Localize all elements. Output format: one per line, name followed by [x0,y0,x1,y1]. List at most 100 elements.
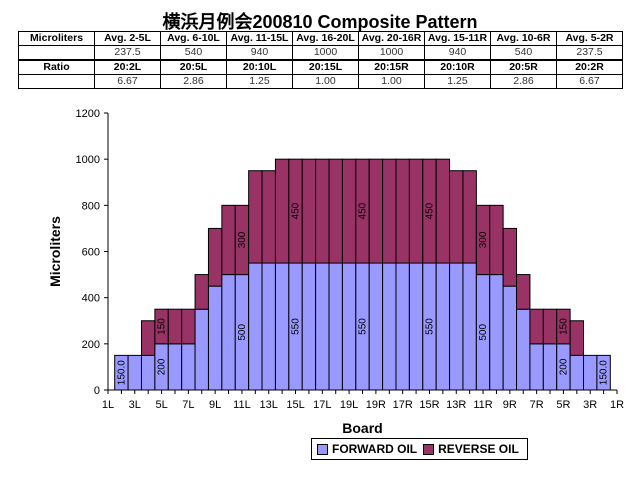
table-cell: Avg. 11-15L [226,31,293,46]
bar-forward-12L [248,262,263,391]
bar-reverse-7L [181,308,196,345]
bar-forward-12R [462,262,477,391]
data-label: 150.0 [116,360,127,385]
data-label: 500 [237,324,248,341]
x-tick-label: 19R [366,399,386,411]
x-tick-label: 11R [473,399,492,411]
bar-reverse-12L [248,170,263,264]
data-label: 450 [424,202,435,219]
data-label: 150 [157,318,168,335]
x-tick-label: 13L [260,399,278,411]
legend: FORWARD OIL REVERSE OIL [311,438,528,460]
table-cell: 1.25 [424,74,491,89]
bar-forward-13L [261,262,276,391]
bar-reverse-8R [516,274,531,310]
x-tick-label: 9R [503,399,517,411]
bar-reverse-14R [435,158,451,264]
x-tick-label: 1R [610,399,624,411]
y-tick-label: 400 [82,293,100,305]
bar-reverse-9R [502,227,518,287]
bar-reverse-6R [542,308,558,345]
bar-forward-10L [221,274,236,391]
x-tick-label: 7R [530,399,544,411]
bar-reverse-4L [140,320,156,356]
legend-swatch-reverse [423,443,435,455]
x-tick-label: 5R [556,399,570,411]
bar-reverse-6L [167,308,183,345]
y-tick-label: 200 [82,339,100,351]
table-cell: Avg. 10-6R [490,31,557,46]
data-label: 450 [291,202,302,219]
x-tick-label: 1L [102,399,114,411]
y-tick-label: 1200 [76,108,100,120]
table-cell: Avg. 15-11R [424,31,491,46]
y-tick-label: 600 [82,247,100,259]
y-tick-label: 1000 [76,154,100,166]
x-tick-label: 9L [209,399,221,411]
bar-reverse-16L [301,158,317,264]
bar-reverse-10R [489,204,504,276]
bar-forward-4R [569,354,585,391]
data-label: 150.0 [599,360,610,385]
bar-forward-18L [328,262,343,391]
bar-reverse-19L [341,158,357,264]
x-tick-label: 3L [129,399,141,411]
bar-forward-7L [181,343,196,391]
bar-forward-3R [583,354,598,391]
bar-reverse-14L [274,158,290,264]
y-tick-label: 0 [94,385,100,397]
legend-item-forward: FORWARD OIL [317,442,417,456]
x-tick-label: 11L [233,399,251,411]
bar-forward-9L [207,285,223,391]
bar-forward-14L [274,262,290,391]
x-axis-title: Board [342,420,382,436]
x-tick-label: 7L [182,399,194,411]
x-tick-label: 19L [340,399,358,411]
data-label: 300 [478,231,489,248]
bar-forward-16R [408,262,424,391]
table-cell: Avg. 16-20L [292,31,359,46]
legend-label-reverse: REVERSE OIL [438,442,519,456]
bar-reverse-4R [569,320,585,356]
y-tick-label: 800 [82,200,100,212]
bar-reverse-8L [194,274,209,310]
bar-forward-19R [368,262,384,391]
bar-reverse-9L [207,227,223,287]
bar-forward-14R [435,262,451,391]
bar-reverse-7R [529,308,544,345]
table-row: Microliters Avg. 2-5L Avg. 6-10L Avg. 11-15… [18,31,623,46]
table-row: 6.67 2.86 1.25 1.00 1.00 1.25 2.86 6.67 [18,74,623,89]
bar-forward-17L [315,262,330,391]
bar-forward-19L [341,262,357,391]
bar-forward-8L [194,308,209,391]
bar-forward-16L [301,262,317,391]
x-tick-label: 15R [419,399,439,411]
data-label: 450 [358,202,369,219]
bar-forward-18R [382,262,397,391]
bar-forward-3L [127,354,142,391]
bar-reverse-17R [395,158,410,264]
bar-forward-4L [140,354,156,391]
bar-reverse-13L [261,170,276,264]
data-label: 500 [478,324,489,341]
bar-reverse-18R [382,158,397,264]
bar-forward-6L [167,343,183,391]
data-label: 550 [424,318,435,335]
table-cell: 6.67 [556,74,623,89]
data-label: 550 [291,318,302,335]
legend-item-reverse: REVERSE OIL [423,442,519,456]
data-label: 200 [558,358,569,375]
summary-table: Microliters Avg. 2-5L Avg. 6-10L Avg. 11-15… [18,31,623,89]
bar-reverse-16R [408,158,424,264]
data-label: 200 [157,358,168,375]
y-axis-title: Microliters [47,216,63,287]
bar-forward-7R [529,343,544,391]
x-tick-label: 17R [393,399,413,411]
bar-reverse-10L [221,204,236,276]
bar-forward-9R [502,285,518,391]
bar-reverse-17L [315,158,330,264]
bar-reverse-19R [368,158,384,264]
x-tick-label: 5L [155,399,167,411]
x-tick-label: 3R [583,399,597,411]
